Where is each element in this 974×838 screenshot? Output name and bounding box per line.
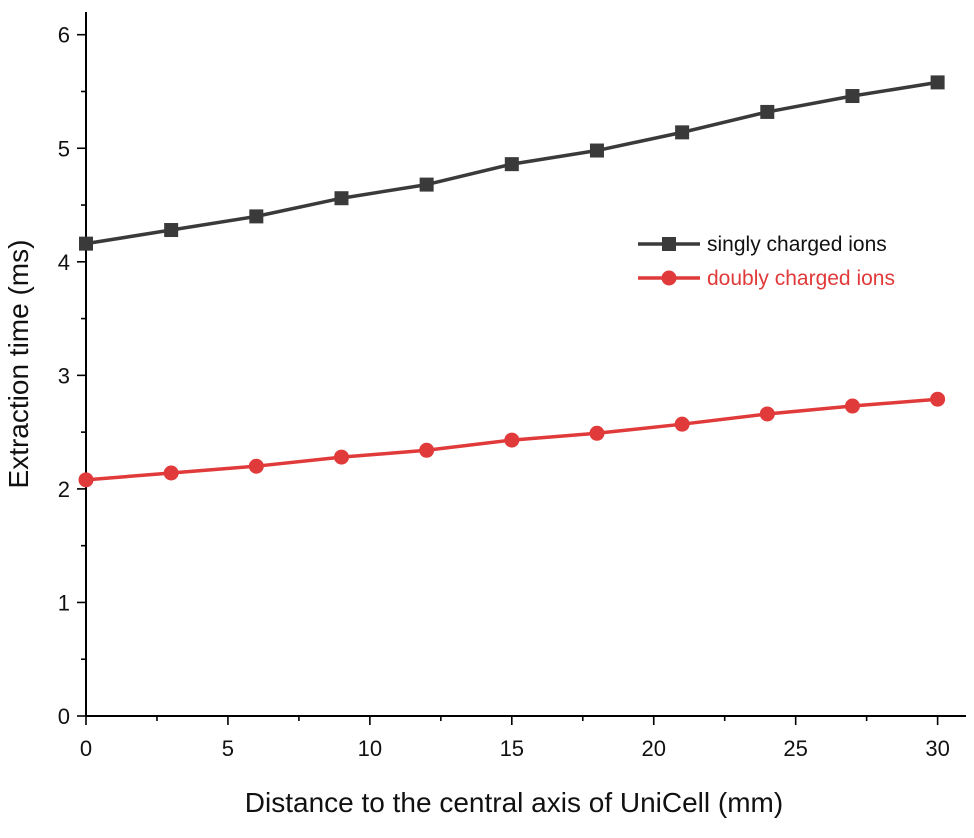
data-point (589, 425, 605, 441)
data-point (759, 406, 775, 422)
series-2 (78, 391, 946, 488)
x-tick-label: 0 (80, 736, 92, 761)
x-tick-label: 10 (358, 736, 382, 761)
data-point (79, 236, 93, 251)
x-tick-label: 5 (222, 736, 234, 761)
x-tick-label: 30 (925, 736, 949, 761)
data-point (674, 416, 690, 432)
axes (85, 12, 966, 717)
data-point (845, 89, 860, 104)
x-tick-label: 15 (500, 736, 524, 761)
data-point (78, 472, 94, 488)
y-tick-label: 6 (58, 23, 70, 48)
y-tick-label: 5 (58, 136, 70, 161)
y-tick-label: 0 (58, 704, 70, 729)
x-tick-label: 20 (641, 736, 665, 761)
legend-item: singly charged ions (638, 233, 887, 256)
data-point (844, 398, 860, 414)
series-1 (79, 75, 945, 251)
y-axis-title-group: Extraction time (ms) (3, 240, 34, 489)
y-tick-label: 3 (58, 363, 70, 388)
data-point (589, 143, 604, 158)
legend: singly charged ions doubly charged ions (638, 233, 895, 290)
data-point (334, 191, 349, 206)
data-point (760, 104, 775, 119)
y-tick-label: 2 (58, 477, 70, 502)
data-point (675, 125, 690, 140)
ticks: 0 5 10 15 20 25 30 0 1 2 3 4 5 6 (58, 23, 950, 761)
y-axis-title: Extraction time (ms) (3, 240, 34, 489)
series-layer (78, 75, 946, 488)
data-point (164, 223, 179, 238)
data-point (419, 177, 434, 192)
legend-item: doubly charged ions (638, 267, 895, 290)
data-point (248, 458, 264, 474)
data-point (163, 465, 179, 481)
x-tick-label: 25 (783, 736, 807, 761)
y-tick-label: 4 (58, 250, 70, 275)
legend-marker (662, 237, 676, 251)
data-point (419, 442, 435, 458)
legend-label: doubly charged ions (707, 267, 895, 290)
data-point (930, 75, 945, 90)
data-point (504, 157, 519, 172)
x-axis-title: Distance to the central axis of UniCell … (245, 787, 783, 818)
data-point (333, 449, 349, 465)
y-tick-label: 1 (58, 590, 70, 615)
legend-marker (661, 270, 677, 286)
data-point (249, 209, 264, 224)
data-point (930, 391, 946, 407)
legend-label: singly charged ions (707, 233, 887, 256)
data-point (504, 432, 520, 448)
